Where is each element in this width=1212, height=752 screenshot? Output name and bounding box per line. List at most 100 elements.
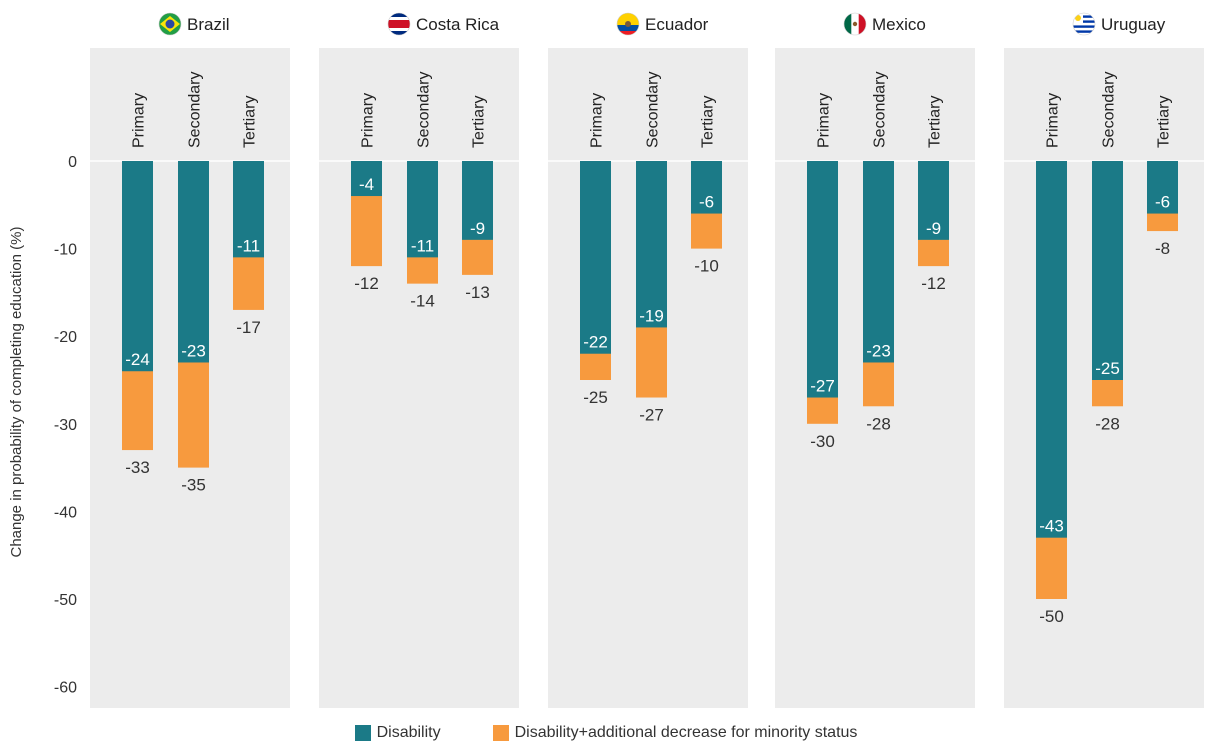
data-label-combined: -10 xyxy=(694,257,719,276)
y-axis: 0 -10 -20 -30 -40 -50 -60 xyxy=(54,154,77,697)
flag-stripe xyxy=(1073,25,1095,28)
bar-disability xyxy=(407,161,438,258)
legend-swatch-combined xyxy=(492,725,509,741)
bar-disability xyxy=(462,161,493,240)
category-label: Tertiary xyxy=(242,96,259,148)
data-label-disability: -11 xyxy=(237,236,260,255)
bar-disability xyxy=(691,161,722,214)
legend-swatch-disability xyxy=(354,725,371,741)
data-label-disability: -19 xyxy=(639,306,664,325)
data-label-disability: -9 xyxy=(926,219,941,238)
data-label-disability: -4 xyxy=(359,175,374,194)
data-label-disability: -11 xyxy=(411,236,434,255)
category-label: Tertiary xyxy=(471,96,488,148)
flag-outline xyxy=(843,12,867,36)
flag-red xyxy=(617,31,639,35)
country-label: Ecuador xyxy=(645,15,709,34)
category-label: Primary xyxy=(131,93,148,148)
flag-outline xyxy=(1072,12,1096,36)
panel-header-ecuador: Ecuador xyxy=(616,12,709,36)
data-label-disability: -23 xyxy=(181,341,206,360)
bars-layer xyxy=(122,161,1178,599)
data-label-combined: -25 xyxy=(583,388,608,407)
bar-disability xyxy=(1036,161,1067,538)
legend: Disability Disability+additional decreas… xyxy=(0,724,1212,742)
data-label-disability: -6 xyxy=(1155,193,1170,212)
data-label-disability: -22 xyxy=(583,333,608,352)
data-label-combined: -50 xyxy=(1039,607,1064,626)
flag-green xyxy=(844,13,852,35)
data-label-disability: -27 xyxy=(810,377,835,396)
panel-header-mexico: Mexico xyxy=(843,12,926,36)
flag-emblem xyxy=(625,21,631,27)
flag-globe xyxy=(165,19,175,29)
country-label: Uruguay xyxy=(1101,15,1166,34)
bar-disability xyxy=(636,161,667,328)
category-label: Secondary xyxy=(645,72,662,149)
flag-sun xyxy=(1075,15,1081,21)
legend-label-combined: Disability+additional decrease for minor… xyxy=(514,724,858,741)
bar-disability xyxy=(233,161,264,258)
y-tick-label: -50 xyxy=(54,592,77,609)
category-label: Tertiary xyxy=(1156,96,1173,148)
y-tick-label: 0 xyxy=(68,154,77,171)
data-label-combined: -12 xyxy=(354,274,379,293)
flag-outline xyxy=(387,12,411,36)
category-label: Secondary xyxy=(187,72,204,149)
category-label: Secondary xyxy=(1101,72,1118,149)
bar-disability xyxy=(178,161,209,363)
data-label-combined: -27 xyxy=(639,406,664,425)
data-label-combined: -35 xyxy=(181,476,206,495)
data-label-combined: -33 xyxy=(125,458,150,477)
data-label-combined: -28 xyxy=(866,414,891,433)
panel-header-brazil: Brazil xyxy=(158,12,230,36)
data-label-combined: -28 xyxy=(1095,414,1120,433)
legend-item-combined: Disability+additional decrease for minor… xyxy=(492,724,858,742)
y-tick-label: -60 xyxy=(54,680,77,697)
costa-rica-flag-icon xyxy=(388,13,410,35)
data-label-disability: -43 xyxy=(1039,517,1064,536)
data-label-disability: -6 xyxy=(699,193,714,212)
flag-emblem xyxy=(852,21,858,27)
category-label: Tertiary xyxy=(927,96,944,148)
category-label: Primary xyxy=(816,93,833,148)
y-tick-label: -10 xyxy=(54,242,77,259)
bar-disability xyxy=(1147,161,1178,214)
category-label: Primary xyxy=(360,93,377,148)
panel-header-costa-rica: Costa Rica xyxy=(387,12,500,36)
flag-red xyxy=(858,13,866,35)
flag-blue xyxy=(617,25,639,31)
data-label-combined: -30 xyxy=(810,432,835,451)
mexico-flag-icon xyxy=(844,13,866,35)
data-label-combined: -13 xyxy=(465,283,490,302)
ecuador-flag-icon xyxy=(617,13,639,35)
data-label-combined: -12 xyxy=(921,274,946,293)
data-label-disability: -23 xyxy=(866,341,891,360)
flag-stripe xyxy=(1073,30,1095,33)
data-label-combined: -8 xyxy=(1155,239,1170,258)
bar-disability xyxy=(351,161,382,197)
brazil-flag-icon xyxy=(159,13,181,35)
data-label-combined: -17 xyxy=(236,318,261,337)
flag-stripe xyxy=(1073,20,1095,23)
category-label: Secondary xyxy=(416,72,433,149)
labels-layer: Brazil Primary -24 -33 Secondary -23 -35 Tertia… xyxy=(125,12,1173,626)
flag-outline xyxy=(616,12,640,36)
data-label-disability: -25 xyxy=(1095,359,1120,378)
country-label: Mexico xyxy=(872,15,926,34)
bar-disability xyxy=(918,161,949,240)
bar-disability xyxy=(122,161,153,372)
legend-label-disability: Disability xyxy=(376,724,441,741)
bar-disability xyxy=(1092,161,1123,380)
y-axis-title: Change in probability of completing educ… xyxy=(8,226,25,557)
y-tick-label: -40 xyxy=(54,504,77,521)
category-label: Tertiary xyxy=(700,96,717,148)
category-label: Secondary xyxy=(872,72,889,149)
bar-disability xyxy=(863,161,894,363)
bar-disability xyxy=(580,161,611,354)
data-label-disability: -24 xyxy=(125,350,150,369)
legend-item-disability: Disability xyxy=(354,724,441,742)
category-label: Primary xyxy=(589,93,606,148)
y-tick-label: -20 xyxy=(54,329,77,346)
